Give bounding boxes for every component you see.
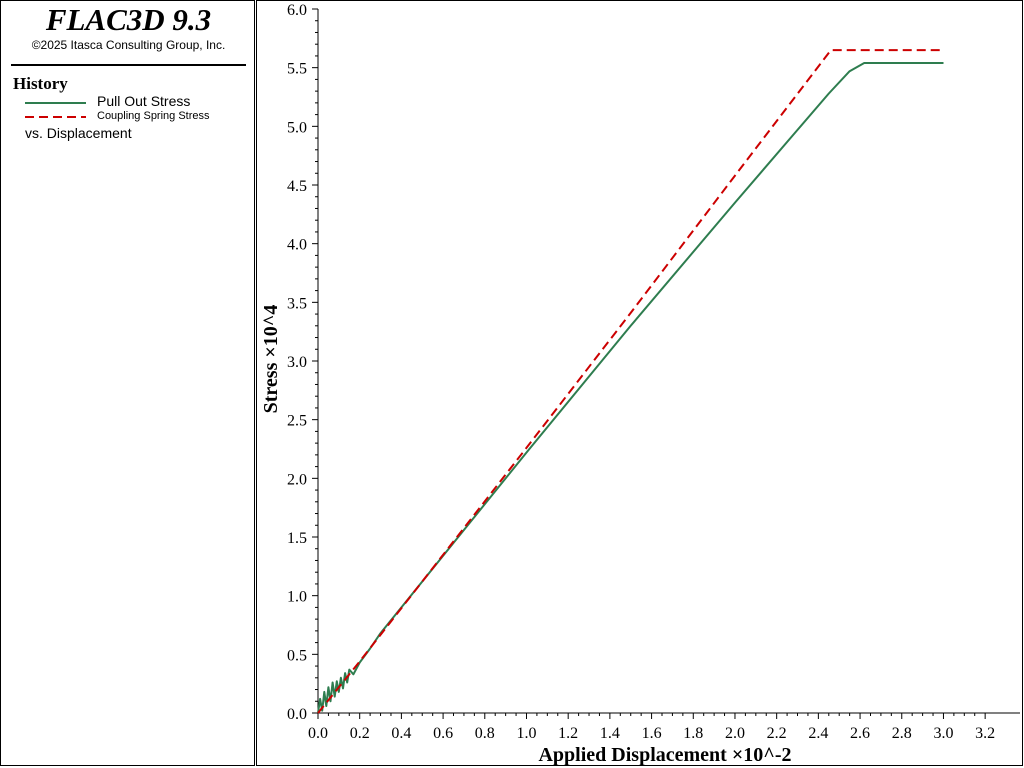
legend-label: Pull Out Stress bbox=[97, 93, 191, 109]
vs-label: vs. Displacement bbox=[25, 125, 132, 141]
x-tick-label: 2.4 bbox=[808, 725, 828, 742]
x-tick-label: 1.2 bbox=[558, 725, 578, 742]
y-tick-label: 3.0 bbox=[287, 354, 307, 371]
y-tick-label: 0.0 bbox=[287, 706, 307, 723]
y-tick-label: 1.5 bbox=[287, 530, 307, 547]
x-tick-label: 0.4 bbox=[391, 725, 411, 742]
pull-out-stress-line bbox=[317, 62, 944, 714]
legend-swatch-dashed bbox=[25, 116, 86, 118]
ticks: 0.0 0.5 1.0 1.5 2.0 2.5 3.0 3.5 4.0 4.5 5.0 5.5 6.0 0… bbox=[287, 2, 995, 742]
legend-item-pull-out-stress: Pull Out Stress bbox=[25, 93, 255, 111]
x-tick-label: 2.6 bbox=[850, 725, 870, 742]
legend-label: Coupling Spring Stress bbox=[97, 110, 210, 122]
y-tick-label: 0.5 bbox=[287, 647, 307, 664]
legend-item-coupling-spring-stress: Coupling Spring Stress bbox=[25, 110, 255, 127]
divider bbox=[11, 64, 246, 66]
y-tick-label: 2.0 bbox=[287, 471, 307, 488]
y-tick-label: 5.0 bbox=[287, 119, 307, 136]
x-tick-label: 0.6 bbox=[433, 725, 453, 742]
x-tick-label: 3.2 bbox=[975, 725, 995, 742]
plot-panel: 0.0 0.5 1.0 1.5 2.0 2.5 3.0 3.5 4.0 4.5 5.0 5.5 6.0 0… bbox=[256, 0, 1023, 766]
y-tick-label: 4.5 bbox=[287, 178, 307, 195]
y-tick-label: 5.5 bbox=[287, 61, 307, 78]
legend-panel: FLAC3D 9.3 ©2025 Itasca Consulting Group… bbox=[0, 0, 255, 766]
y-tick-label: 2.5 bbox=[287, 413, 307, 430]
x-tick-label: 0.0 bbox=[308, 725, 328, 742]
axes bbox=[317, 9, 1020, 714]
legend-swatch-solid bbox=[25, 102, 86, 104]
x-tick-label: 1.6 bbox=[642, 725, 662, 742]
x-tick-label: 2.8 bbox=[892, 725, 912, 742]
history-heading: History bbox=[13, 74, 68, 93]
y-tick-label: 1.0 bbox=[287, 589, 307, 606]
x-tick-label: 2.2 bbox=[767, 725, 787, 742]
x-tick-label: 0.2 bbox=[350, 725, 370, 742]
x-tick-label: 1.8 bbox=[683, 725, 703, 742]
copyright-text: ©2025 Itasca Consulting Group, Inc. bbox=[31, 38, 226, 52]
y-axis-label: Stress ×10^4 bbox=[260, 305, 282, 414]
series-lines bbox=[317, 49, 944, 714]
x-tick-label: 1.4 bbox=[600, 725, 620, 742]
x-tick-label: 3.0 bbox=[933, 725, 953, 742]
x-tick-label: 2.0 bbox=[725, 725, 745, 742]
x-tick-label: 1.0 bbox=[516, 725, 536, 742]
x-axis-label: Applied Displacement ×10^-2 bbox=[538, 744, 791, 765]
y-tick-label: 3.5 bbox=[287, 295, 307, 312]
chart-svg: 0.0 0.5 1.0 1.5 2.0 2.5 3.0 3.5 4.0 4.5 5.0 5.5 6.0 0… bbox=[260, 2, 1020, 765]
x-tick-label: 0.8 bbox=[475, 725, 495, 742]
app-title: FLAC3D 9.3 bbox=[45, 2, 212, 37]
y-tick-label: 6.0 bbox=[287, 2, 307, 19]
coupling-spring-stress-line bbox=[317, 49, 944, 714]
y-tick-label: 4.0 bbox=[287, 237, 307, 254]
